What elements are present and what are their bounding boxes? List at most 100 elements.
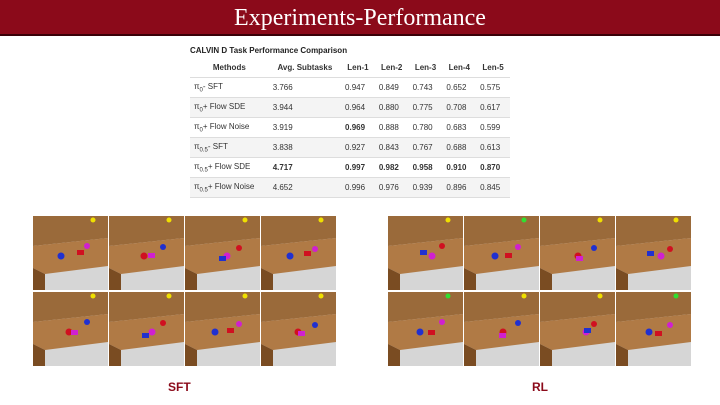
method-sub: 0 xyxy=(199,87,203,94)
object xyxy=(428,252,436,260)
object xyxy=(428,330,435,335)
light xyxy=(90,293,96,299)
method-base: π xyxy=(194,181,200,191)
object xyxy=(304,251,311,256)
object xyxy=(71,330,78,335)
object xyxy=(647,251,654,256)
scene-grids xyxy=(33,216,691,366)
light xyxy=(445,293,451,299)
object xyxy=(515,320,521,326)
light xyxy=(521,217,527,223)
object xyxy=(236,245,242,251)
cell-value: 4.652 xyxy=(272,183,293,192)
cell-value: 0.997 xyxy=(345,163,366,172)
table-cell: 0.880 xyxy=(374,97,409,118)
desk-front xyxy=(616,268,628,290)
table-row: π0.5+ Flow SDE 4.717 0.997 0.982 0.958 0.910 0… xyxy=(190,157,510,178)
light xyxy=(445,217,451,223)
desk-front xyxy=(388,268,400,290)
table-cell: π0.5- SFT xyxy=(190,137,269,158)
cell-value: 0.996 xyxy=(345,183,366,192)
table-row: π0.5+ Flow Noise 4.652 0.996 0.976 0.939 0.89… xyxy=(190,177,510,198)
desk-front xyxy=(464,344,476,366)
light xyxy=(521,293,527,299)
light xyxy=(318,217,324,223)
table-cell: 0.997 xyxy=(341,157,375,178)
desk-front xyxy=(109,268,121,290)
cell-value: 3.919 xyxy=(272,123,293,132)
desk-back xyxy=(109,216,184,246)
table-cell: 3.944 xyxy=(268,97,342,118)
object xyxy=(655,331,662,336)
object xyxy=(645,328,653,336)
desk-back xyxy=(616,292,691,322)
light xyxy=(166,217,172,223)
table-cell: π0- SFT xyxy=(190,77,269,98)
title-bar: Experiments-Performance xyxy=(0,0,720,36)
table-cell: 0.849 xyxy=(374,77,409,98)
desk-front xyxy=(261,344,273,366)
desk-front xyxy=(185,268,197,290)
table-cell: 0.976 xyxy=(374,177,409,198)
cell-value: 0.845 xyxy=(480,183,501,192)
table-cell: 0.767 xyxy=(408,137,443,158)
method-base: π xyxy=(194,81,200,91)
cell-value: 3.944 xyxy=(272,103,293,112)
desk-front xyxy=(109,344,121,366)
desk-back xyxy=(261,292,336,322)
light xyxy=(673,217,679,223)
object xyxy=(57,252,65,260)
object xyxy=(160,320,166,326)
object xyxy=(77,250,84,255)
method-sub: 0 xyxy=(199,107,203,114)
cell-value: 0.599 xyxy=(480,123,501,132)
slide-title: Experiments-Performance xyxy=(234,5,486,31)
desk-front xyxy=(33,344,45,366)
header-row: Methods Avg. Subtasks Len-1 Len-2 Len-3 Len-4… xyxy=(190,58,510,78)
cell-value: 0.652 xyxy=(446,83,467,92)
method-base: π xyxy=(194,161,200,171)
figure-label: SFT xyxy=(168,380,191,394)
cell-value: 0.767 xyxy=(412,143,433,152)
object xyxy=(65,328,73,336)
method-rest: + Flow Noise xyxy=(202,121,250,131)
object xyxy=(499,333,506,338)
table-cell: 0.575 xyxy=(476,77,510,98)
desk-top xyxy=(261,238,336,274)
table-cell: 0.652 xyxy=(442,77,477,98)
cell-value: 3.766 xyxy=(272,83,293,92)
object xyxy=(416,328,424,336)
light xyxy=(673,293,679,299)
table-cell: 0.775 xyxy=(408,97,443,118)
desk-back xyxy=(261,216,336,246)
method-sub: 0.5 xyxy=(199,167,208,174)
object xyxy=(657,252,665,260)
table-cell: 0.683 xyxy=(442,117,477,138)
object xyxy=(140,252,148,260)
method-sub: 0 xyxy=(199,127,203,134)
desk-back xyxy=(464,292,539,322)
object xyxy=(491,252,499,260)
table-cell: 3.838 xyxy=(268,137,342,158)
table-row: π0- SFT 3.766 0.947 0.849 0.743 0.652 0.575 xyxy=(190,77,510,98)
cell-value: 0.708 xyxy=(446,103,467,112)
table-cell: 0.780 xyxy=(408,117,443,138)
desk-back xyxy=(185,216,260,246)
light xyxy=(318,293,324,299)
desk-back xyxy=(540,216,615,246)
column-header: Avg. Subtasks xyxy=(268,58,342,78)
light xyxy=(242,217,248,223)
desk-front xyxy=(185,344,197,366)
column-header: Len-4 xyxy=(442,58,477,78)
object xyxy=(439,319,445,325)
desk-top xyxy=(616,314,691,350)
method-base: π xyxy=(194,121,200,131)
object xyxy=(160,244,166,250)
cell-value: 0.880 xyxy=(378,103,399,112)
table-cell: 4.717 xyxy=(268,157,342,178)
table-cell: 0.982 xyxy=(374,157,409,178)
cell-value: 0.849 xyxy=(378,83,399,92)
method-base: π xyxy=(194,101,200,111)
cell-value: 0.780 xyxy=(412,123,433,132)
table-cell: π0+ Flow SDE xyxy=(190,97,269,118)
